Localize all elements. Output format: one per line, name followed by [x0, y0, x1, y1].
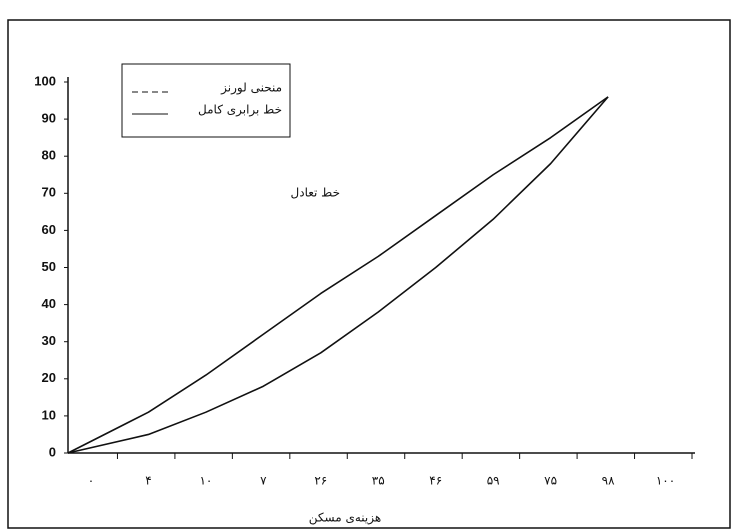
y-tick-label: 80: [42, 148, 56, 163]
x-tick-label: ۷۵: [544, 474, 557, 488]
y-tick-label: 50: [42, 259, 56, 274]
x-tick-label: ۴: [145, 474, 151, 488]
x-tick-label: ۱۰۰: [656, 474, 675, 488]
x-tick-label: ۹۸: [602, 474, 615, 488]
y-tick-label: 100: [34, 73, 56, 88]
series-line: [68, 97, 608, 453]
x-tick-label: ۳۵: [372, 474, 385, 488]
y-tick-label: 40: [42, 296, 56, 311]
x-tick-label: ۷: [260, 474, 267, 488]
legend-label: خط برابری کامل: [198, 103, 282, 118]
chart: خط تعادل هزینه‌ی مسکن 0 10 20 30 40 50 60 70 80 9…: [0, 0, 739, 529]
y-tick-label: 10: [42, 407, 56, 422]
x-tick-label: ۲۶: [314, 474, 327, 488]
y-tick-label: 90: [42, 111, 56, 126]
legend-label: منحنی لورنز: [220, 81, 282, 96]
y-tick-label: 20: [42, 370, 56, 385]
frame: [8, 20, 730, 528]
x-tick-label: ۴۶: [429, 474, 442, 488]
x-tick-label: ٠: [88, 474, 94, 488]
legend-box: [122, 64, 290, 137]
y-tick-label: 30: [42, 333, 56, 348]
series-line: [68, 97, 608, 453]
x-tick-label: ۵۹: [487, 474, 500, 488]
page: خط تعادل هزینه‌ی مسکن 0 10 20 30 40 50 60 70 80 9…: [0, 0, 739, 529]
y-tick-label: 70: [42, 185, 56, 200]
x-axis-label: هزینه‌ی مسکن: [309, 511, 381, 526]
y-tick-label: 0: [49, 444, 56, 459]
y-tick-label: 60: [42, 222, 56, 237]
annotation: خط تعادل: [291, 186, 340, 200]
x-tick-label: ۱۰: [199, 474, 212, 488]
